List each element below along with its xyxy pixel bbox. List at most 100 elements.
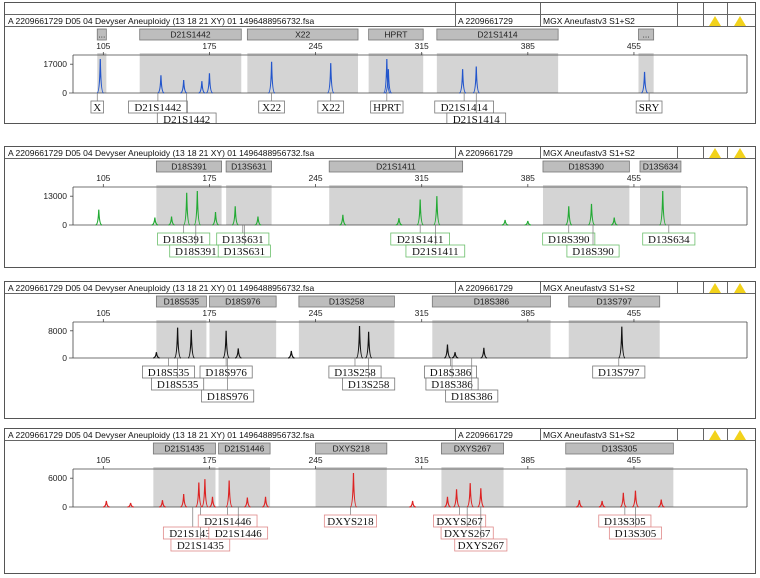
peak[interactable]: [444, 344, 451, 359]
allele-label-box[interactable]: [217, 244, 271, 258]
peak[interactable]: [657, 499, 665, 508]
peak[interactable]: [212, 212, 219, 226]
bin-box-HPRT[interactable]: [368, 28, 424, 41]
peak[interactable]: [576, 500, 583, 508]
peak[interactable]: [193, 190, 202, 226]
peak[interactable]: [209, 496, 216, 508]
peak[interactable]: [384, 69, 392, 94]
bin-box-DXYS267[interactable]: [440, 442, 504, 455]
peak[interactable]: [151, 217, 159, 226]
allele-label-box[interactable]: [199, 365, 253, 379]
peak[interactable]: [234, 348, 242, 359]
allele-label-box[interactable]: [342, 377, 396, 391]
peak[interactable]: [618, 326, 626, 359]
bin-box-D21S1442[interactable]: [139, 28, 242, 41]
peak[interactable]: [288, 350, 295, 359]
peak[interactable]: [222, 330, 230, 359]
allele-label-box[interactable]: [323, 514, 377, 528]
allele-label-box[interactable]: [90, 100, 104, 114]
peak[interactable]: [173, 327, 182, 359]
peak[interactable]: [459, 69, 467, 94]
bin-box-D13S305[interactable]: [565, 442, 674, 455]
bin-box-D13S258[interactable]: [298, 295, 395, 308]
peak[interactable]: [267, 61, 276, 94]
peak[interactable]: [180, 494, 188, 508]
peak[interactable]: [182, 192, 191, 226]
peak[interactable]: [355, 325, 364, 359]
sq-warning-icon[interactable]: [734, 283, 746, 293]
peak[interactable]: [339, 214, 347, 226]
peak[interactable]: [262, 496, 269, 508]
bin-box-D18S976[interactable]: [209, 295, 277, 308]
os-warning-icon[interactable]: [709, 148, 721, 158]
peak[interactable]: [480, 347, 488, 359]
peak[interactable]: [409, 500, 416, 508]
bin-box-D13S797[interactable]: [568, 295, 661, 308]
allele-label-box[interactable]: [566, 244, 620, 258]
peak[interactable]: [472, 66, 480, 94]
peak[interactable]: [453, 489, 461, 508]
allele-label-box[interactable]: [317, 100, 345, 114]
sq-warning-icon[interactable]: [734, 16, 746, 26]
peak[interactable]: [501, 219, 509, 226]
allele-label-box[interactable]: [446, 112, 507, 123]
peak[interactable]: [127, 502, 134, 508]
peak[interactable]: [157, 75, 165, 94]
peak[interactable]: [187, 329, 195, 359]
bin-box-D21S1446[interactable]: [218, 442, 271, 455]
peak[interactable]: [610, 217, 618, 226]
bin-box-D21S1414[interactable]: [436, 28, 559, 41]
peak[interactable]: [168, 216, 175, 226]
peak[interactable]: [565, 206, 573, 226]
peak[interactable]: [231, 206, 239, 226]
allele-label-box[interactable]: [370, 100, 404, 114]
allele-label-box[interactable]: [201, 389, 255, 403]
bin-box-D18S386[interactable]: [431, 295, 551, 308]
sq-warning-icon[interactable]: [734, 148, 746, 158]
peak[interactable]: [244, 497, 251, 508]
allele-label-box[interactable]: [405, 244, 466, 258]
os-warning-icon[interactable]: [709, 283, 721, 293]
peak[interactable]: [326, 63, 335, 94]
bin-box-D13S631[interactable]: [225, 160, 273, 173]
peak[interactable]: [466, 483, 474, 508]
peak[interactable]: [225, 480, 233, 508]
allele-label-box[interactable]: [445, 389, 499, 403]
os-warning-icon[interactable]: [709, 16, 721, 26]
allele-label-box[interactable]: [151, 377, 205, 391]
bin-box-D18S535[interactable]: [155, 295, 207, 308]
peak[interactable]: [524, 220, 532, 226]
allele-label-box[interactable]: [170, 538, 231, 552]
peak[interactable]: [444, 496, 451, 508]
bin-box-D18S391[interactable]: [155, 160, 222, 173]
peak[interactable]: [619, 492, 627, 508]
bin-box-D21S1435[interactable]: [152, 442, 216, 455]
peak[interactable]: [477, 488, 485, 508]
peak[interactable]: [658, 190, 667, 226]
peak[interactable]: [180, 80, 188, 94]
peak[interactable]: [365, 331, 373, 359]
sq-warning-icon[interactable]: [734, 430, 746, 440]
peak[interactable]: [433, 196, 441, 226]
allele-label-box[interactable]: [258, 100, 285, 114]
bin-box-X22[interactable]: [246, 28, 359, 41]
bin-box-DXYS218[interactable]: [315, 442, 388, 455]
peak[interactable]: [153, 352, 160, 359]
peak[interactable]: [598, 500, 606, 508]
peak[interactable]: [195, 482, 203, 508]
peak[interactable]: [198, 81, 206, 94]
peak[interactable]: [254, 216, 262, 226]
bin-box-...[interactable]: [96, 28, 107, 41]
bin-box-...[interactable]: [638, 28, 655, 41]
allele-label-box[interactable]: [608, 526, 662, 540]
peak[interactable]: [201, 479, 209, 508]
peak[interactable]: [416, 199, 424, 226]
peak[interactable]: [96, 58, 105, 94]
peak[interactable]: [383, 58, 391, 94]
os-warning-icon[interactable]: [709, 430, 721, 440]
peak[interactable]: [451, 352, 459, 359]
peak[interactable]: [395, 218, 403, 226]
peak[interactable]: [205, 73, 213, 94]
peak[interactable]: [159, 500, 166, 508]
bin-box-D21S1411[interactable]: [328, 160, 464, 173]
